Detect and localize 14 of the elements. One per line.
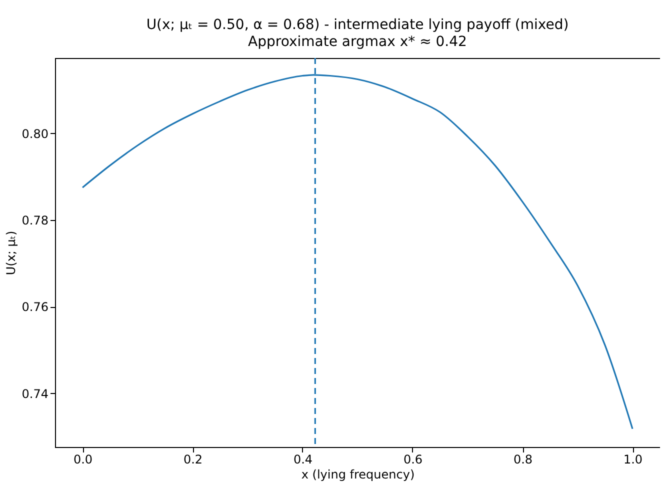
chart-subtitle: Approximate argmax x* ≈ 0.42: [248, 34, 467, 50]
y-axis-title: U(x; μₜ): [4, 230, 18, 276]
x-tick-label: 0.8: [513, 452, 533, 466]
chart-title: U(x; μₜ = 0.50, α = 0.68) - intermediate lying payoff (mixed): [146, 17, 569, 34]
y-tick-label: 0.80: [22, 126, 48, 141]
y-tick-label: 0.76: [22, 300, 48, 314]
y-tick-label: 0.78: [22, 214, 48, 228]
x-axis-title: x (lying frequency): [301, 468, 415, 482]
x-tick-label: 0.4: [293, 452, 313, 466]
x-tick-label: 0.6: [403, 452, 423, 466]
x-tick-label: 0.2: [183, 452, 203, 466]
y-tick-label: 0.74: [22, 386, 48, 401]
x-tick-label: 1.0: [623, 452, 643, 466]
x-tick-label: 0.0: [73, 452, 93, 466]
